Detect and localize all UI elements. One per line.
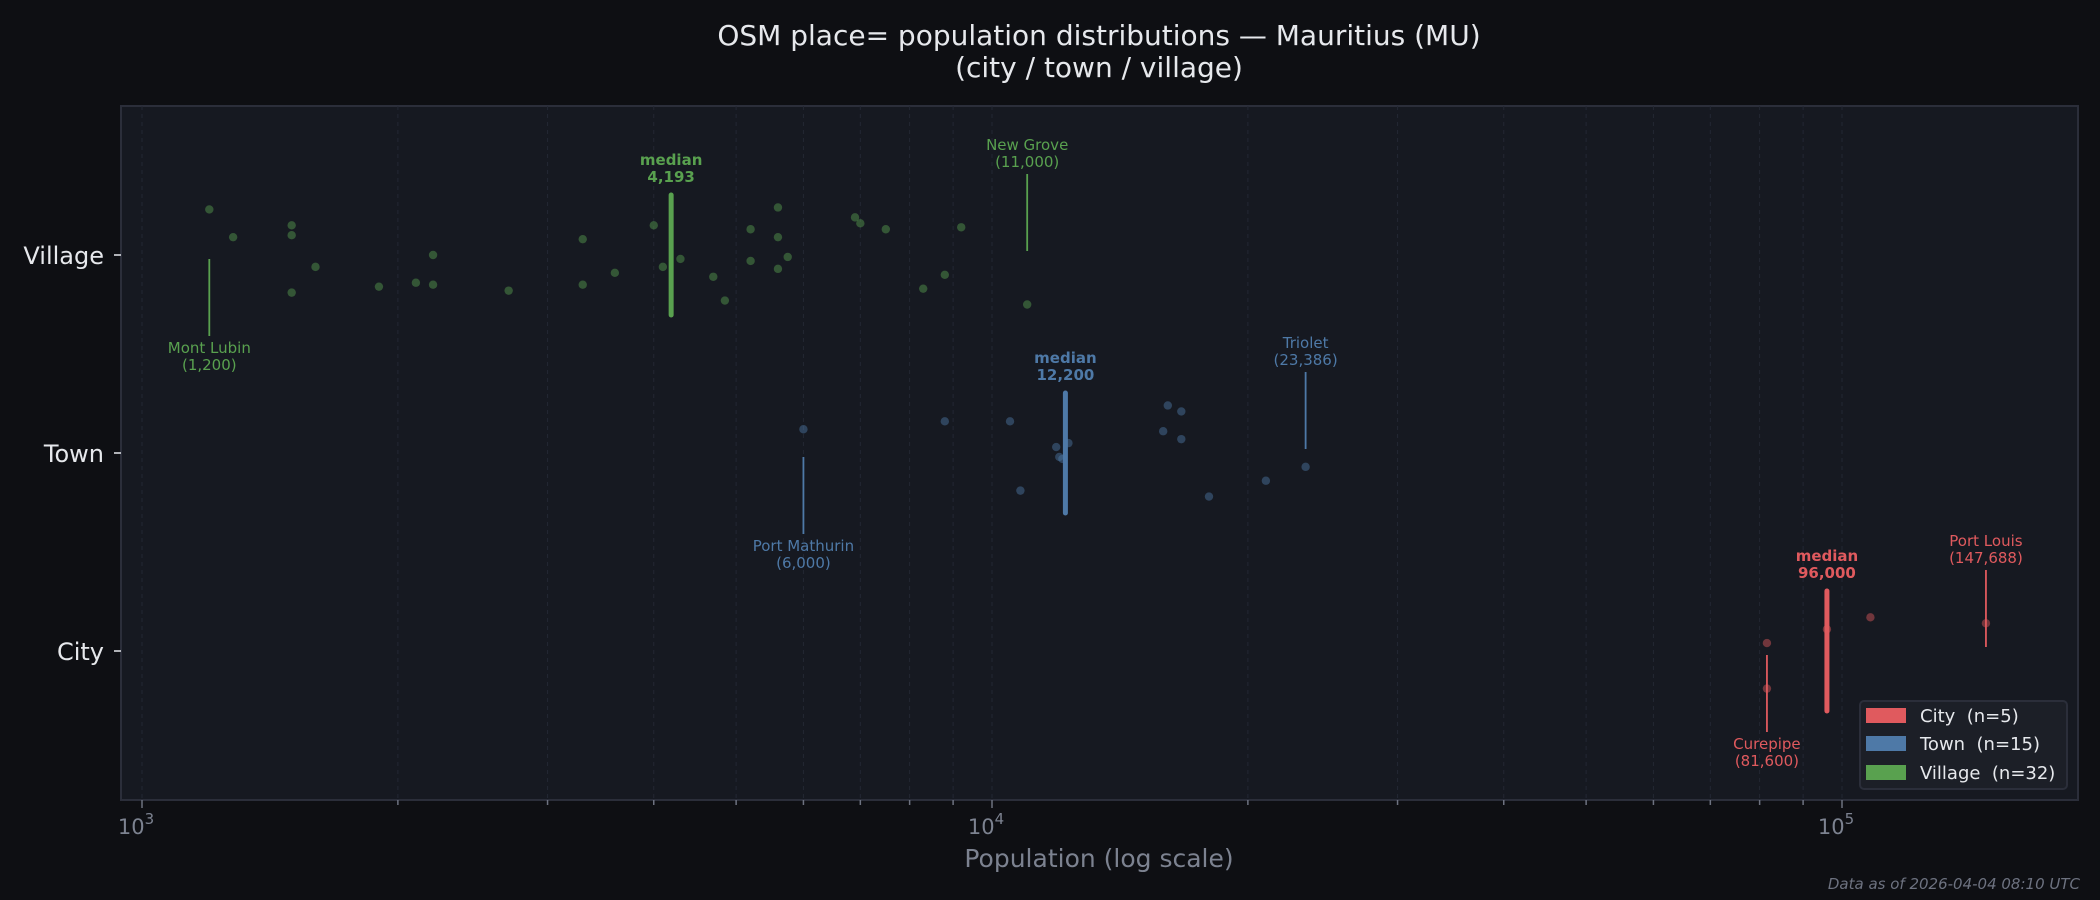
median-label-town: 12,200 xyxy=(1036,366,1094,384)
data-point-town xyxy=(1301,462,1310,472)
data-point-town xyxy=(1005,417,1015,426)
data-point-village xyxy=(773,264,783,274)
data-point-town xyxy=(1261,476,1271,485)
y-tick-label-village: Village xyxy=(23,242,104,270)
legend-label-city: City (n=5) xyxy=(1920,706,2019,727)
y-tick-label-city: City xyxy=(57,638,104,666)
annotation-name: Mont Lubin xyxy=(168,339,251,357)
annotation-mont-lubin: Mont Lubin(1,200) xyxy=(168,259,251,374)
annotation-name: Curepipe xyxy=(1733,735,1801,753)
data-point-village xyxy=(940,270,950,279)
gridlines xyxy=(141,106,1843,800)
data-point-village xyxy=(919,284,928,293)
median-label-city: 96,000 xyxy=(1798,564,1856,582)
data-point-village xyxy=(428,250,438,260)
data-point-town xyxy=(1158,427,1168,436)
annotation-curepipe: Curepipe(81,600) xyxy=(1733,655,1801,770)
data-point-village xyxy=(746,225,755,234)
data-point-village xyxy=(311,262,320,272)
data-point-town xyxy=(1204,492,1214,501)
data-point-village xyxy=(578,280,587,289)
annotation-name: Port Louis xyxy=(1949,532,2022,550)
legend-swatch-city xyxy=(1866,708,1906,723)
data-point-town xyxy=(1177,434,1186,444)
data-point-village xyxy=(783,252,792,262)
data-point-village xyxy=(881,225,891,234)
annotation-value: (23,386) xyxy=(1274,351,1338,369)
data-point-village xyxy=(658,262,668,272)
data-point-village xyxy=(709,272,718,281)
data-point-village xyxy=(504,286,513,295)
x-tick-label: 104 xyxy=(968,810,1004,839)
legend-label-village: Village (n=32) xyxy=(1920,763,2055,784)
data-point-town xyxy=(1177,407,1186,416)
data-point-village xyxy=(856,219,865,228)
data-point-village xyxy=(850,213,860,222)
x-axis-label: Population (log scale) xyxy=(964,844,1233,873)
data-point-village xyxy=(205,205,214,214)
annotation-value: (11,000) xyxy=(995,153,1059,171)
data-point-town xyxy=(1052,442,1061,452)
data-point-village xyxy=(287,288,296,297)
legend-swatch-town xyxy=(1866,736,1906,751)
y-tick-label-town: Town xyxy=(43,440,104,468)
data-point-town xyxy=(940,417,950,426)
data-point-city xyxy=(1866,613,1875,622)
chart-title-line2: (city / town / village) xyxy=(955,51,1243,84)
annotation-port-mathurin: Port Mathurin(6,000) xyxy=(753,457,854,572)
annotation-new-grove: New Grove(11,000) xyxy=(986,136,1068,251)
data-point-village xyxy=(1022,300,1032,309)
annotation-value: (1,200) xyxy=(182,356,237,374)
data-point-village xyxy=(773,203,783,212)
annotation-name: Port Mathurin xyxy=(753,537,854,555)
data-timestamp: Data as of 2026-04-04 08:10 UTC xyxy=(1828,875,2081,893)
legend-label-town: Town (n=15) xyxy=(1919,734,2040,755)
data-point-town xyxy=(799,425,808,434)
data-point-village xyxy=(957,223,966,232)
legend-box xyxy=(1859,700,2068,790)
data-point-village xyxy=(374,282,384,291)
annotation-name: Triolet xyxy=(1282,334,1329,352)
legend-item-city: City (n=5) xyxy=(1866,706,2019,727)
annotation-value: (147,688) xyxy=(1949,549,2023,567)
legend-swatch-village xyxy=(1866,765,1906,780)
legend: City (n=5) Town (n=15) Village (n=32) xyxy=(1859,700,2068,790)
median-label-city: median xyxy=(1796,547,1858,565)
data-point-village xyxy=(428,280,438,289)
data-point-town xyxy=(1055,452,1064,462)
data-point-village xyxy=(610,268,620,278)
data-point-town xyxy=(1016,486,1025,495)
median-label-town: median xyxy=(1034,349,1096,367)
data-point-village xyxy=(746,256,755,266)
data-point-village xyxy=(287,231,296,240)
y-axis: Village Town City xyxy=(23,242,121,666)
median-label-village: 4,193 xyxy=(647,168,694,186)
annotation-value: (81,600) xyxy=(1735,752,1799,770)
chart-title-line1: OSM place= population distributions — Ma… xyxy=(717,19,1480,52)
data-point-village xyxy=(676,254,685,264)
annotation-name: New Grove xyxy=(986,136,1068,154)
plot-area xyxy=(120,105,2079,801)
legend-item-town: Town (n=15) xyxy=(1866,734,2040,755)
data-point-village xyxy=(773,232,783,242)
median-label-village: median xyxy=(640,151,702,169)
data-point-village xyxy=(649,221,658,230)
annotation-triolet: Triolet(23,386) xyxy=(1274,334,1338,449)
annotation-port-louis: Port Louis(147,688) xyxy=(1949,532,2023,647)
data-point-town xyxy=(1163,401,1173,410)
data-point-village xyxy=(720,296,730,305)
annotation-value: (6,000) xyxy=(776,554,831,572)
data-point-city xyxy=(1762,638,1772,648)
legend-item-village: Village (n=32) xyxy=(1866,763,2055,784)
data-point-village xyxy=(578,234,587,244)
data-point-village xyxy=(287,221,296,230)
data-point-village xyxy=(411,278,421,287)
data-point-village xyxy=(228,232,238,242)
